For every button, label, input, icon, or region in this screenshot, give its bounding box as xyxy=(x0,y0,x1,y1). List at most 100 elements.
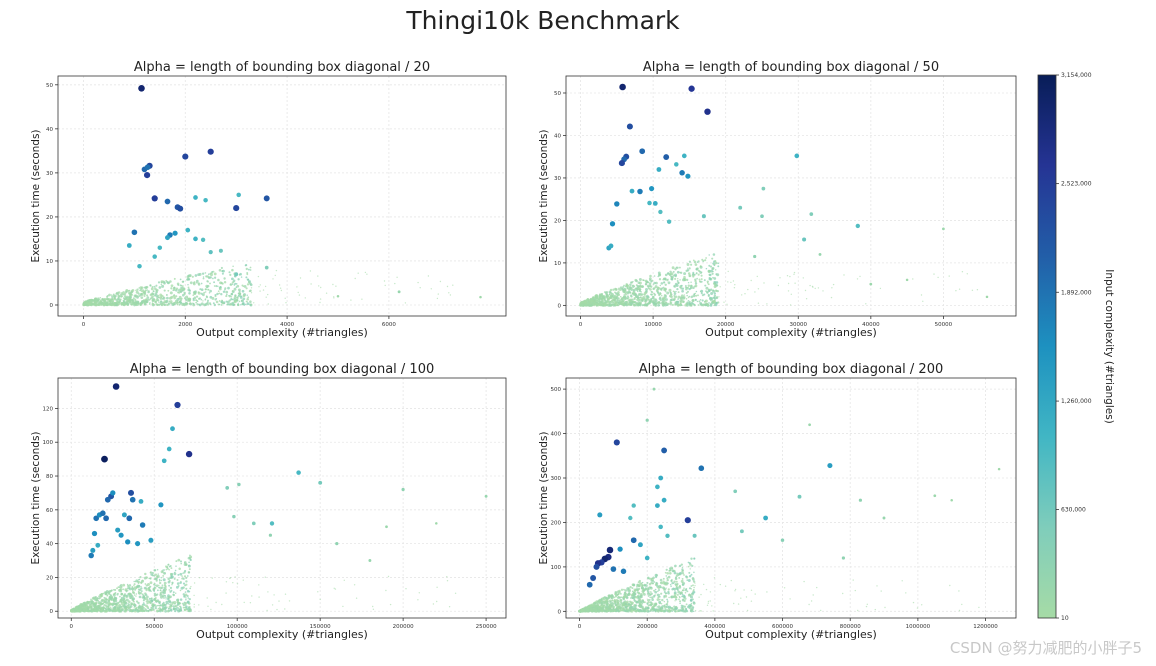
cloud-point xyxy=(703,279,706,282)
cloud-point xyxy=(708,254,710,256)
cloud-point xyxy=(822,290,824,292)
cloud-point xyxy=(757,302,760,304)
x-tick-label: 100000 xyxy=(227,624,248,630)
cloud-point xyxy=(652,302,655,305)
cloud-point xyxy=(663,600,666,603)
cloud-point xyxy=(578,610,581,613)
cloud-point xyxy=(581,303,584,307)
cloud-point xyxy=(176,298,180,301)
data-point xyxy=(157,245,163,250)
cloud-point xyxy=(170,302,172,305)
cloud-point xyxy=(635,596,638,599)
data-point xyxy=(182,153,189,160)
cloud-point xyxy=(189,587,192,590)
cloud-point xyxy=(606,601,609,603)
cloud-point xyxy=(334,588,337,590)
cloud-point xyxy=(712,296,715,299)
cloud-point xyxy=(718,296,720,298)
cloud-point xyxy=(674,600,676,602)
cloud-point xyxy=(616,601,619,603)
cloud-point xyxy=(657,303,660,307)
cloud-point xyxy=(688,274,692,278)
cloud-point xyxy=(139,289,141,292)
cloud-point xyxy=(666,578,669,582)
cloud-point xyxy=(665,575,668,577)
data-point xyxy=(93,515,100,522)
cloud-point xyxy=(630,303,633,306)
cloud-point xyxy=(333,587,335,589)
cloud-point xyxy=(183,292,186,296)
cloud-point xyxy=(158,602,161,604)
cloud-point xyxy=(89,609,93,613)
data-point xyxy=(385,525,388,529)
cloud-point xyxy=(131,289,135,292)
cloud-point xyxy=(184,591,187,593)
cloud-point xyxy=(713,294,717,298)
cloud-point xyxy=(136,295,139,299)
cloud-point xyxy=(195,295,199,298)
cloud-point xyxy=(138,588,140,591)
plot-frame xyxy=(565,75,1017,317)
cloud-point xyxy=(102,592,105,595)
cloud-point xyxy=(325,292,328,294)
cloud-point xyxy=(175,585,179,589)
cloud-point xyxy=(234,294,237,298)
cloud-point xyxy=(594,602,597,605)
cloud-point xyxy=(202,276,205,278)
cloud-point xyxy=(174,303,176,306)
cloud-point xyxy=(717,265,720,268)
cloud-point xyxy=(166,567,169,570)
cloud-point xyxy=(857,609,859,612)
cloud-point xyxy=(104,299,107,302)
cloud-point xyxy=(133,580,135,583)
cloud-point xyxy=(874,608,876,611)
cloud-point xyxy=(405,588,407,590)
cloud-point xyxy=(133,594,136,596)
cloud-point xyxy=(144,592,147,595)
cloud-point xyxy=(618,300,621,303)
cloud-point xyxy=(141,579,144,582)
cloud-point xyxy=(151,295,154,298)
cloud-point xyxy=(705,286,709,290)
cloud-point xyxy=(150,606,153,609)
cloud-point xyxy=(125,598,129,602)
cloud-point xyxy=(158,580,161,582)
cloud-point xyxy=(207,299,209,302)
cloud-point xyxy=(614,593,617,596)
cloud-point xyxy=(616,605,619,609)
cloud-point xyxy=(667,588,670,591)
cloud-point xyxy=(865,605,868,608)
cloud-point xyxy=(103,596,106,599)
cloud-point xyxy=(672,274,675,277)
cloud-point xyxy=(167,289,170,292)
cloud-point xyxy=(711,272,714,275)
cloud-point xyxy=(151,285,154,289)
cloud-point xyxy=(288,600,291,602)
cloud-point xyxy=(132,297,135,300)
cloud-point xyxy=(711,267,714,270)
cloud-point xyxy=(884,606,886,609)
cloud-point xyxy=(134,588,137,591)
cloud-point xyxy=(119,583,123,587)
cloud-point xyxy=(673,296,675,298)
cloud-point xyxy=(723,301,725,303)
cloud-point xyxy=(176,600,179,603)
cloud-point xyxy=(170,284,174,288)
cloud-point xyxy=(188,571,190,574)
data-point xyxy=(658,475,664,481)
cloud-point xyxy=(237,295,240,297)
cloud-point xyxy=(688,260,692,263)
cloud-point xyxy=(115,301,118,304)
cloud-point xyxy=(332,283,334,286)
cloud-point xyxy=(606,298,609,301)
cloud-point xyxy=(613,596,616,599)
cloud-point xyxy=(687,579,691,582)
cloud-point xyxy=(145,610,148,612)
cloud-point xyxy=(103,609,107,613)
cloud-point xyxy=(169,291,173,295)
cloud-point xyxy=(198,272,202,276)
cloud-point xyxy=(790,293,792,295)
cloud-point xyxy=(641,298,644,301)
cloud-point xyxy=(172,289,175,292)
cloud-point xyxy=(654,573,658,577)
